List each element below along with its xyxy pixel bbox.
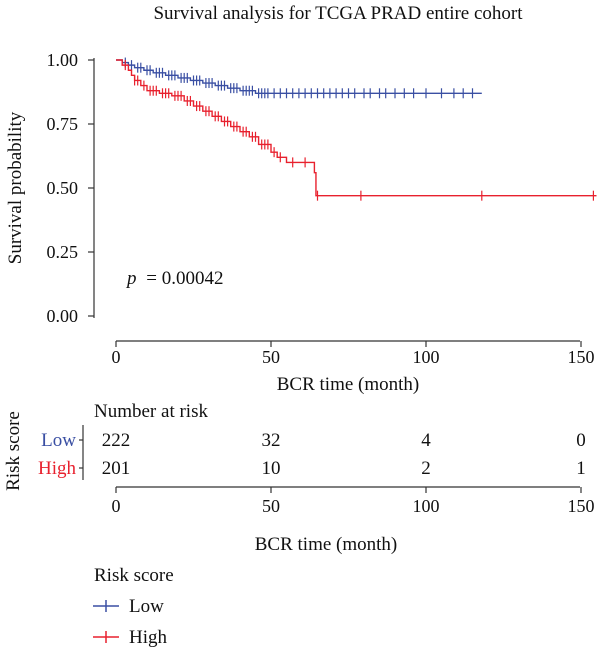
y-tick-label: 0.00 [47, 306, 79, 326]
risk-count: 201 [102, 458, 131, 479]
x-tick-label: 150 [568, 347, 595, 367]
legend-label-low: Low [129, 596, 164, 617]
risk-row-label-low: Low [41, 430, 76, 451]
risk-x-tick-label: 50 [262, 496, 280, 516]
main-axes [93, 58, 580, 342]
risk-table-axes [82, 425, 580, 488]
risk-count: 1 [576, 458, 586, 479]
legend-label-high: High [129, 627, 168, 648]
risk-table-xlabel: BCR time (month) [255, 534, 398, 555]
legend-title: Risk score [94, 565, 174, 586]
y-ticks: 0.00 0.25 0.50 0.75 1.00 [47, 50, 94, 326]
risk-table-title: Number at risk [94, 401, 208, 422]
risk-table-ylabel: Risk score [3, 411, 24, 491]
p-value: = 0.00042 [146, 268, 223, 289]
chart-title: Survival analysis for TCGA PRAD entire c… [153, 3, 523, 24]
p-symbol: p [125, 268, 137, 289]
survival-curve-high [116, 59, 597, 197]
risk-table-x-ticks: 0 50 100 150 [112, 487, 595, 516]
y-tick-label: 0.50 [47, 178, 79, 198]
y-tick-label: 0.75 [47, 114, 79, 134]
legend: Low High [93, 596, 168, 648]
y-tick-label: 0.25 [47, 242, 79, 262]
risk-count: 32 [262, 430, 281, 451]
risk-count: 4 [421, 430, 431, 451]
y-axis-label: Survival probability [5, 111, 26, 264]
x-tick-label: 50 [262, 347, 280, 367]
p-value-annotation: p = 0.00042 [125, 268, 223, 289]
risk-x-tick-label: 150 [568, 496, 595, 516]
risk-count: 2 [421, 458, 431, 479]
risk-x-tick-label: 0 [112, 496, 121, 516]
risk-count: 222 [102, 430, 131, 451]
risk-count: 10 [262, 458, 281, 479]
x-tick-label: 100 [413, 347, 440, 367]
survival-curves [116, 57, 597, 201]
y-tick-label: 1.00 [47, 50, 79, 70]
x-axis-label: BCR time (month) [277, 374, 420, 395]
risk-count: 0 [576, 430, 586, 451]
x-tick-label: 0 [112, 347, 121, 367]
risk-table-rows: Low 222 32 4 0 High 201 10 2 1 [38, 430, 586, 479]
risk-row-label-high: High [38, 458, 77, 479]
risk-x-tick-label: 100 [413, 496, 440, 516]
x-ticks: 0 50 100 150 [112, 341, 595, 367]
